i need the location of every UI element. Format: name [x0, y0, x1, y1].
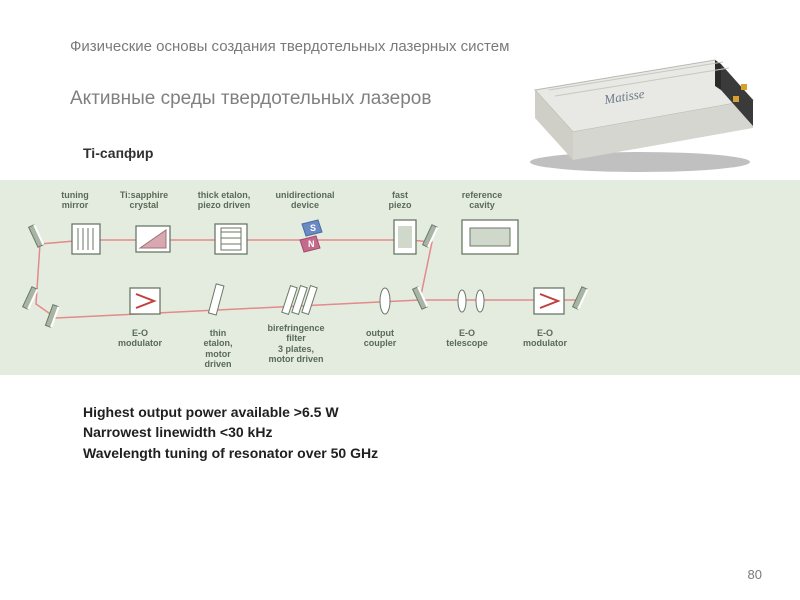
spec-line-3: Wavelength tuning of resonator over 50 G… [83, 443, 378, 463]
section-label: Ti-сапфир [83, 145, 153, 161]
diagram-label: E-Omodulator [505, 328, 585, 349]
diagram-label: E-Omodulator [100, 328, 180, 349]
diagram-label: Ti:sapphirecrystal [104, 190, 184, 211]
diagram-label: tuningmirror [35, 190, 115, 211]
diagram-label: E-Otelescope [427, 328, 507, 349]
spec-line-1: Highest output power available >6.5 W [83, 402, 378, 422]
diagram-label: referencecavity [442, 190, 522, 211]
diagram-label: thinetalon,motordriven [178, 328, 258, 369]
diagram-label: outputcoupler [340, 328, 420, 349]
laser-device-photo: Matisse [505, 40, 770, 180]
slide-title: Физические основы создания твердотельных… [70, 38, 509, 55]
specs-block: Highest output power available >6.5 W Na… [83, 402, 378, 463]
svg-text:S: S [310, 223, 316, 233]
slide-subtitle: Активные среды твердотельных лазеров [70, 88, 431, 110]
diagram-label: fastpiezo [360, 190, 440, 211]
spec-line-2: Narrowest linewidth <30 kHz [83, 422, 378, 442]
page-number: 80 [748, 567, 762, 582]
svg-text:N: N [308, 239, 315, 249]
diagram-label: thick etalon,piezo driven [184, 190, 264, 211]
diagram-label: unidirectionaldevice [265, 190, 345, 211]
diagram-label: birefringencefilter3 plates,motor driven [256, 323, 336, 364]
optical-diagram: SN tuningmirrorTi:sapphirecrystalthick e… [0, 180, 800, 375]
